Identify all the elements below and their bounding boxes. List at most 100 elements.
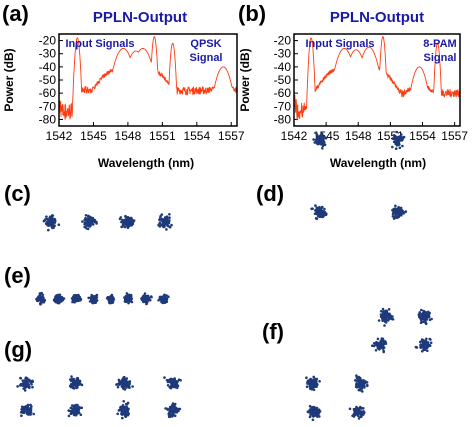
- constellation-f: [305, 307, 433, 422]
- constellation-point: [422, 315, 425, 319]
- constellation-point: [168, 412, 171, 415]
- y-tick-label: -50: [274, 73, 292, 87]
- constellation-point: [45, 215, 48, 218]
- constellation-point: [314, 413, 318, 417]
- constellation-point: [25, 380, 29, 384]
- x-tick-label: 1554: [183, 129, 210, 143]
- x-tick-label: 1542: [281, 129, 308, 143]
- constellation-point: [418, 315, 421, 319]
- constellation-point: [177, 378, 181, 382]
- constellation-point: [54, 295, 57, 298]
- constellation-point: [122, 376, 125, 380]
- constellation-d: [310, 130, 408, 221]
- constellation-point: [60, 297, 63, 300]
- constellation-point: [171, 379, 174, 383]
- constellation-point: [394, 139, 398, 142]
- constellation-e-cluster: [157, 293, 170, 305]
- constellation-point: [379, 346, 382, 350]
- constellation-point: [124, 300, 128, 304]
- constellation-point: [165, 294, 168, 297]
- constellation-point: [79, 413, 83, 417]
- constellation-point: [382, 346, 386, 349]
- constellation-point: [359, 412, 363, 416]
- constellation-e-cluster: [70, 293, 83, 304]
- constellation-point: [59, 300, 62, 304]
- constellation-point: [90, 298, 93, 301]
- constellation-point: [315, 408, 319, 412]
- spectrum-b-annotation-signal: Signal: [423, 52, 456, 64]
- constellation-point: [379, 310, 383, 313]
- panel-label-b: (b): [238, 1, 266, 26]
- constellation-point: [118, 217, 122, 221]
- constellation-point: [88, 225, 91, 228]
- constellation-f-cluster: [306, 404, 322, 422]
- constellation-point: [41, 298, 44, 302]
- constellation-point: [311, 385, 314, 388]
- constellation-point: [29, 403, 32, 407]
- constellation-point: [371, 344, 374, 348]
- constellation-point: [124, 295, 128, 299]
- constellation-g-cluster: [163, 376, 182, 390]
- constellation-point: [355, 385, 359, 389]
- constellation-point: [393, 208, 396, 211]
- constellation-point: [383, 313, 386, 317]
- constellation-e-cluster: [87, 293, 99, 305]
- x-tick-label: 1548: [115, 129, 142, 143]
- constellation-point: [163, 295, 166, 299]
- constellation-point: [419, 340, 422, 344]
- constellation-point: [355, 383, 358, 387]
- constellation-g-cluster: [164, 402, 182, 419]
- constellation-point: [21, 384, 25, 387]
- constellation-point: [28, 386, 31, 390]
- constellation-point: [24, 407, 28, 411]
- constellation-point: [160, 223, 163, 226]
- constellation-g-cluster: [68, 375, 84, 390]
- constellation-point: [357, 417, 361, 420]
- constellation-point: [315, 208, 318, 212]
- constellation-point: [421, 346, 424, 349]
- constellation-point: [79, 298, 82, 302]
- constellation-point: [428, 318, 432, 322]
- constellation-point: [126, 215, 130, 219]
- x-tick-label: 1557: [441, 129, 468, 143]
- constellation-point: [306, 382, 309, 385]
- panel-label-d: (d): [256, 181, 284, 206]
- constellation-point: [170, 408, 173, 411]
- constellation-point: [43, 218, 47, 221]
- constellation-point: [376, 346, 380, 350]
- constellation-point: [307, 379, 311, 382]
- constellation-point: [124, 412, 128, 416]
- constellation-point: [171, 415, 174, 418]
- constellation-point: [162, 225, 165, 229]
- constellation-point: [310, 382, 314, 385]
- constellation-g: [16, 375, 182, 420]
- constellation-point: [382, 350, 386, 354]
- constellation-point: [72, 409, 75, 412]
- constellation-point: [148, 298, 152, 302]
- constellation-point: [69, 379, 73, 383]
- constellation-point: [164, 221, 168, 224]
- constellation-point: [31, 380, 34, 384]
- constellation-point: [362, 384, 366, 388]
- constellation-point: [424, 340, 428, 343]
- constellation-point: [124, 414, 127, 418]
- constellation-point: [53, 224, 56, 227]
- constellation-point: [383, 324, 386, 327]
- constellation-point: [112, 298, 116, 301]
- constellation-point: [158, 221, 162, 224]
- constellation-c-cluster: [42, 214, 61, 232]
- constellation-point: [308, 415, 312, 419]
- spectrum-a-frame: [58, 33, 238, 127]
- constellation-point: [83, 218, 86, 222]
- constellation-point: [312, 138, 315, 141]
- y-tick-label: -20: [274, 34, 292, 48]
- constellation-point: [429, 341, 433, 345]
- y-tick-label: -70: [39, 99, 57, 113]
- x-tick-label: 1542: [46, 129, 73, 143]
- constellation-point: [125, 402, 128, 406]
- constellation-f-cluster: [371, 337, 388, 354]
- constellation-point: [396, 207, 400, 210]
- constellation-point: [130, 218, 134, 221]
- constellation-c-cluster: [157, 213, 173, 231]
